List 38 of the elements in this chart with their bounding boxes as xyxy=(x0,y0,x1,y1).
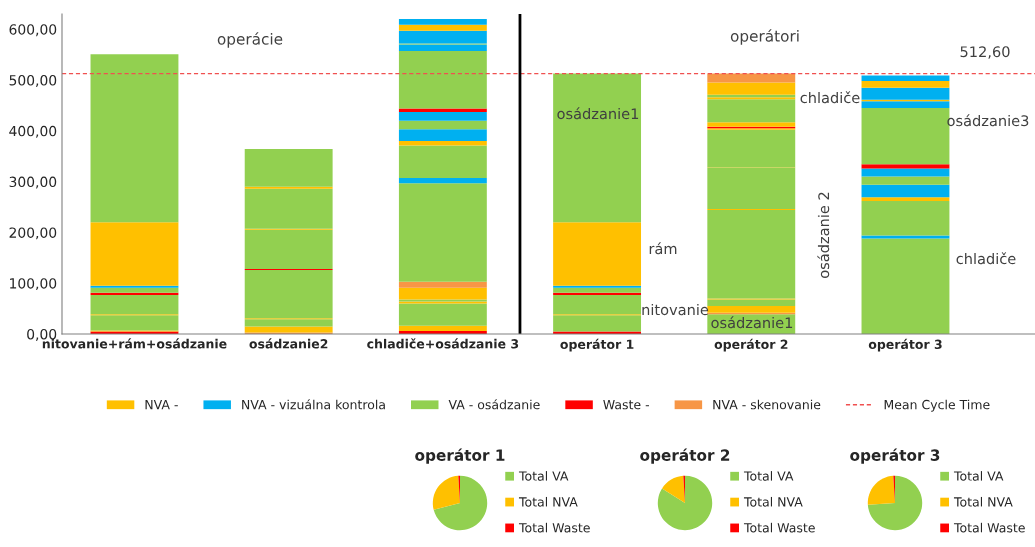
legend-label: Total Waste xyxy=(518,522,590,533)
legend-label: Total NVA xyxy=(953,496,1013,507)
legend-label: NVA - xyxy=(145,400,178,410)
y-tick-label: 200,00 xyxy=(9,227,57,240)
y-tick-label: 300,00 xyxy=(9,176,57,189)
annotation: chladiče xyxy=(956,252,1016,265)
annotation: chladiče xyxy=(800,91,860,104)
annotation: operátori xyxy=(730,29,799,45)
legend-label: NVA - vizuálna kontrola xyxy=(242,399,385,410)
chart-title: operátor 3 xyxy=(850,448,940,464)
annotation: operácie xyxy=(217,32,283,48)
chart-title: operátor 1 xyxy=(415,448,505,464)
annotation: 512,60 xyxy=(960,46,1010,59)
x-tick-label: operátor 1 xyxy=(560,338,634,352)
legend-label: Waste - xyxy=(603,400,650,410)
legend-label: Total NVA xyxy=(518,496,578,507)
annotation: osádzanie 2 xyxy=(817,192,830,278)
legend-label: Total Waste xyxy=(953,522,1025,533)
legend-label: NVA - skenovanie xyxy=(713,399,821,410)
legend-label: Total VA xyxy=(953,471,1004,481)
x-tick-label: osádzanie2 xyxy=(249,338,328,349)
x-tick-label: operátor 2 xyxy=(714,338,788,352)
annotation: osádzanie1 xyxy=(557,107,639,120)
y-tick-label: 500,00 xyxy=(9,75,57,87)
legend-label: Mean Cycle Time xyxy=(884,399,990,412)
legend-label: Total VA xyxy=(743,471,794,481)
x-tick-label: chladiče+osádzanie 3 xyxy=(367,338,519,349)
legend-label: VA - osádzanie xyxy=(448,399,540,410)
y-tick-label: 100,00 xyxy=(10,278,57,291)
legend-label: Total VA xyxy=(518,471,569,481)
y-tick-label: 400,00 xyxy=(9,125,57,138)
chart-title: operátor 2 xyxy=(640,448,730,464)
legend-label: Total Waste xyxy=(743,522,815,533)
annotation: rám xyxy=(649,242,677,255)
annotation: osádzanie1 xyxy=(711,316,793,329)
legend-label: Total NVA xyxy=(743,496,803,507)
x-tick-label: operátor 3 xyxy=(868,338,942,352)
y-tick-label: 600,00 xyxy=(9,24,57,37)
